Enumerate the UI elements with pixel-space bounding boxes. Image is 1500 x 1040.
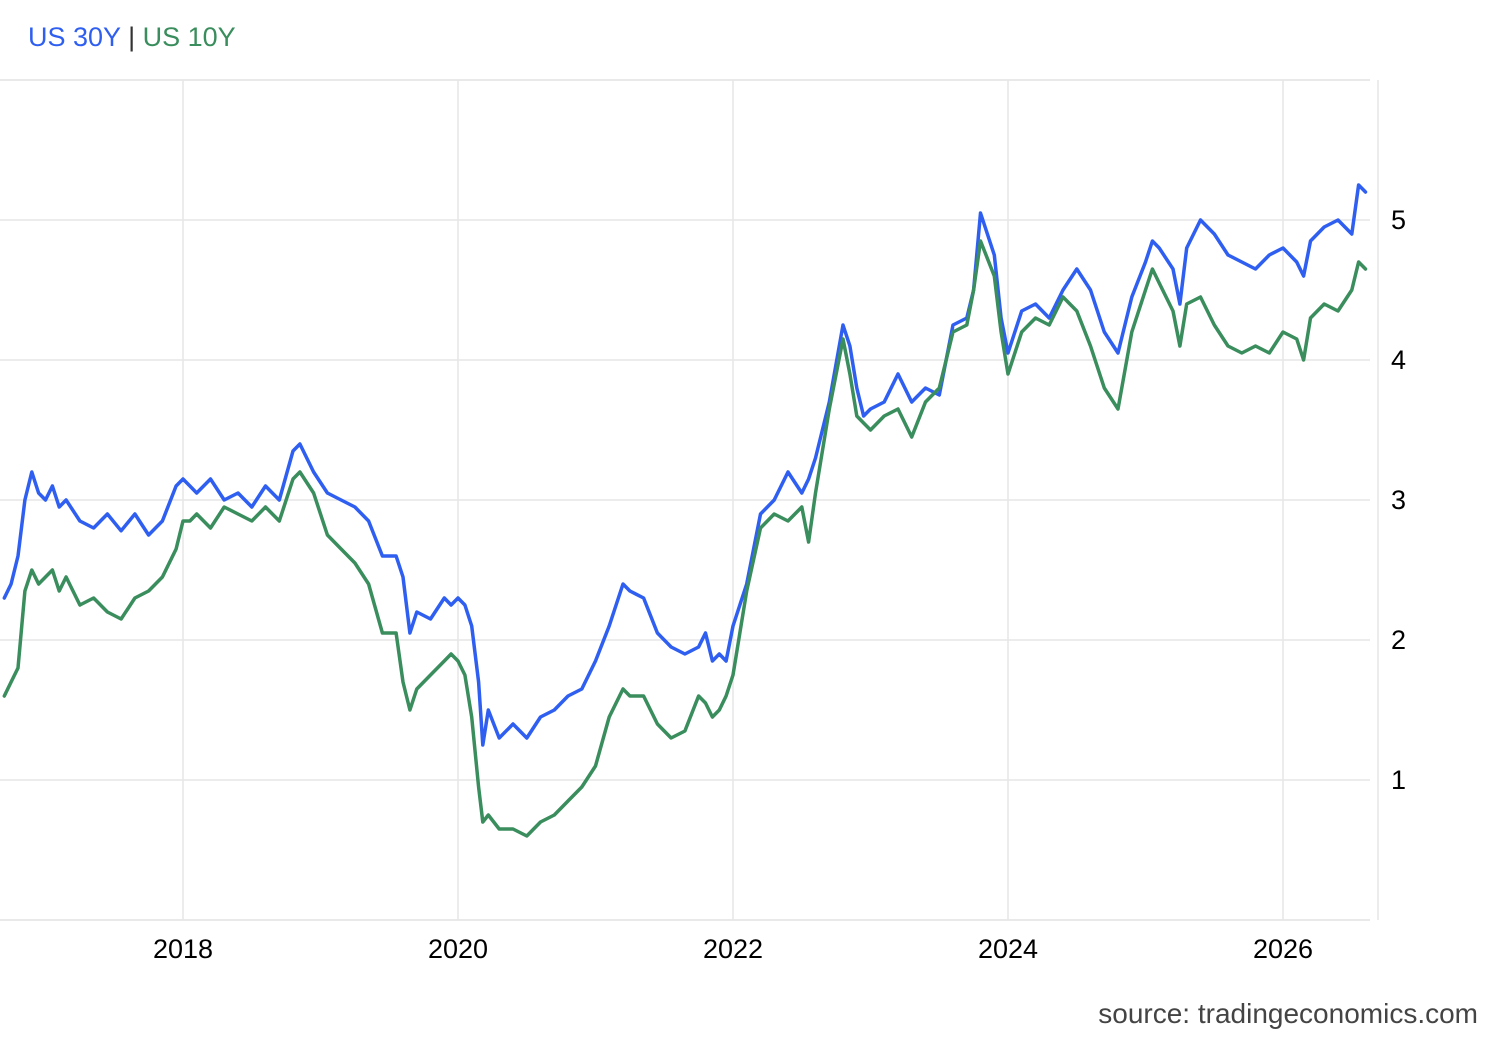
series-line-us-10y[interactable] (2, 239, 1368, 838)
series-layer (2, 183, 1368, 838)
x-tick-label: 2018 (153, 934, 213, 964)
y-tick-label: 5 (1391, 205, 1406, 235)
y-tick-label: 4 (1391, 345, 1406, 375)
x-axis-ticks: 2018 2020 2022 2024 2026 (153, 934, 1313, 964)
y-tick-label: 3 (1391, 485, 1406, 515)
legend: US 30Y | US 10Y (28, 22, 236, 53)
source-credit[interactable]: source: tradingeconomics.com (1098, 998, 1478, 1029)
legend-us30y[interactable]: US 30Y (28, 22, 121, 52)
y-tick-label: 1 (1391, 765, 1406, 795)
x-tick-label: 2026 (1253, 934, 1313, 964)
x-tick-label: 2024 (978, 934, 1038, 964)
legend-us10y[interactable]: US 10Y (142, 22, 236, 52)
y-tick-label: 2 (1391, 625, 1406, 655)
series-line-us-30y[interactable] (2, 183, 1368, 747)
grid (0, 79, 1370, 921)
x-tick-label: 2022 (703, 934, 763, 964)
axes (0, 80, 1379, 921)
legend-separator: | (128, 22, 136, 52)
x-tick-label: 2020 (428, 934, 488, 964)
y-axis-ticks: 1 2 3 4 5 (1391, 205, 1406, 795)
